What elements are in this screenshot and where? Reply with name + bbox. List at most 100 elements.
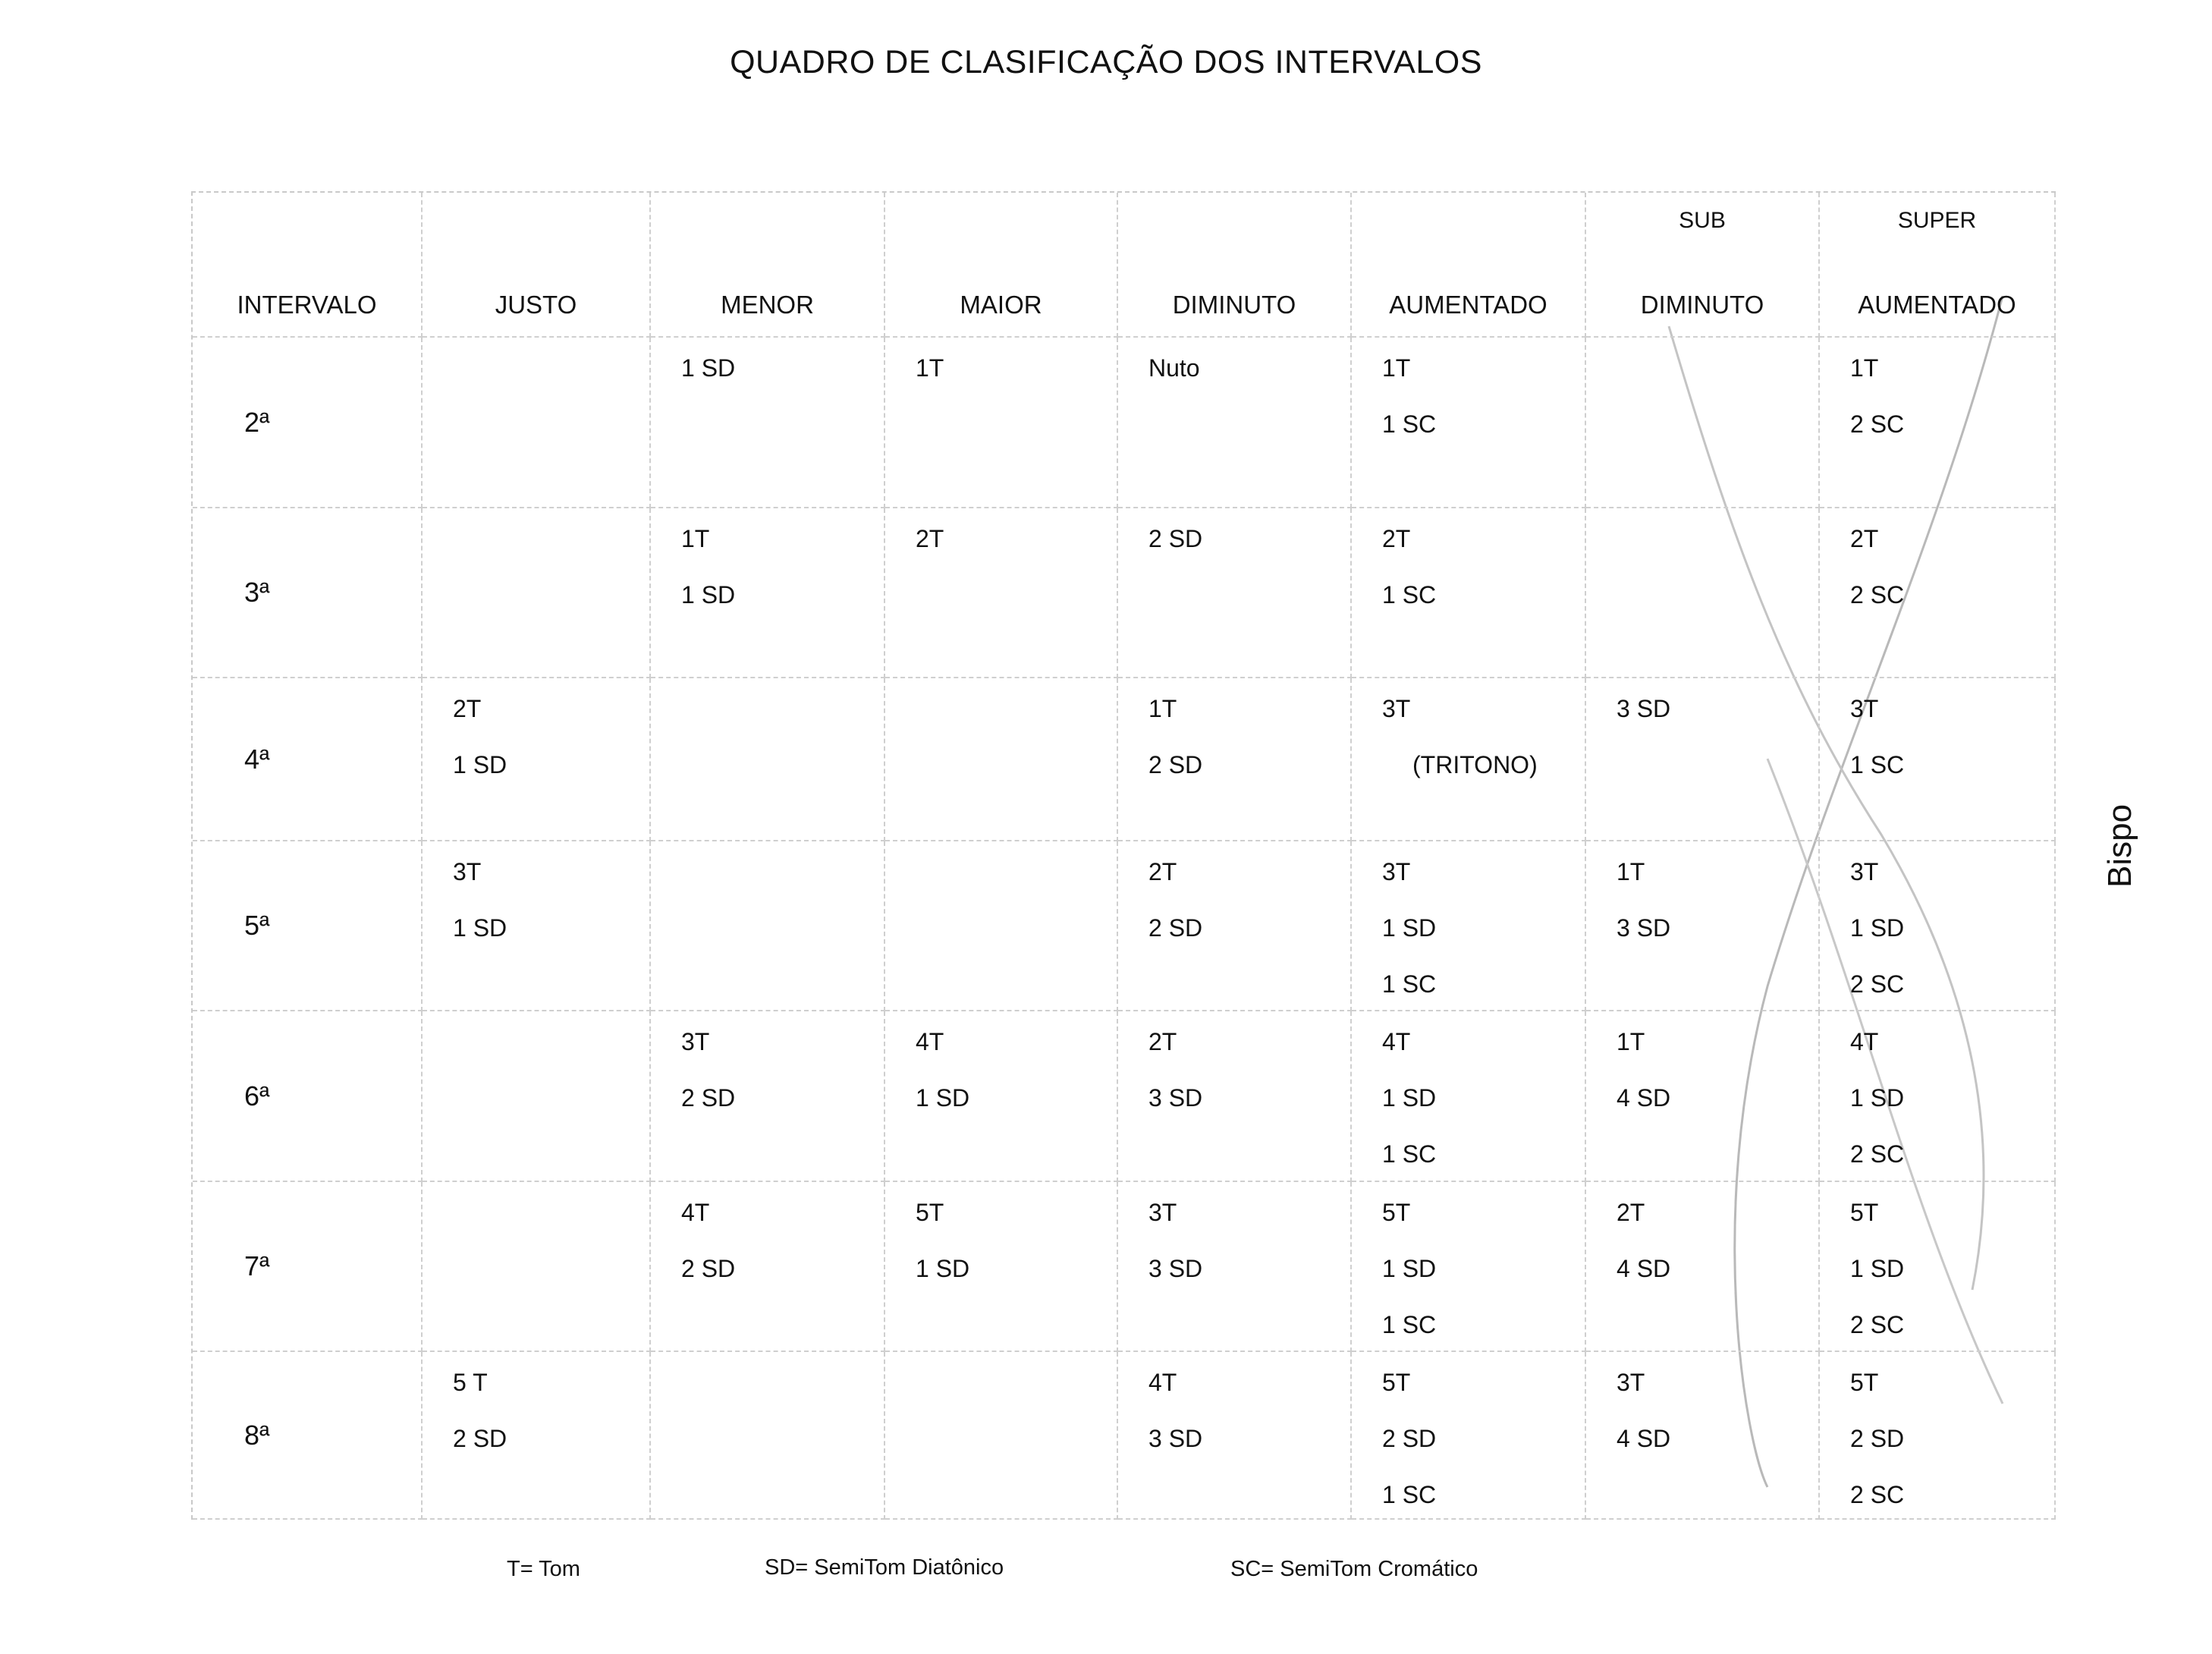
cell-value: 1 SC (1382, 581, 1437, 608)
cell-value: 3T (1382, 695, 1411, 722)
table-cell: 5 T 2 SD (423, 1352, 651, 1520)
table-cell (651, 841, 885, 1011)
column-header-label: MENOR (721, 291, 814, 319)
cell-value: 1 SD (681, 581, 736, 608)
cell-value: 1 SD (916, 1084, 970, 1112)
cell-value: 2T (1617, 1199, 1645, 1226)
cell-value: 1 SC (1850, 751, 1905, 778)
cell-value: 1T (1617, 858, 1645, 885)
cell-value: 3T (681, 1028, 710, 1055)
table-cell: Nuto (1118, 338, 1352, 508)
table-cell (423, 1011, 651, 1182)
table-cell: 5T 1 SD 2 SC (1820, 1182, 2056, 1352)
cell-value: 1 SC (1382, 410, 1437, 438)
table-cell (1586, 338, 1820, 508)
table-cell: 3T 1 SD 2 SC (1820, 841, 2056, 1011)
cell-value: 1 SD (453, 751, 507, 778)
table-cell: 1T 2 SD (1118, 678, 1352, 841)
table-cell: 2T 1 SD (423, 678, 651, 841)
cell-value: 4T (1382, 1028, 1411, 1055)
table-cell: 2T 2 SD (1118, 841, 1352, 1011)
table-cell: 2T 4 SD (1586, 1182, 1820, 1352)
legend-tom: T= Tom (507, 1557, 580, 1581)
cell-value: 3 SD (1148, 1084, 1203, 1112)
table-cell: 1T 1 SC (1352, 338, 1586, 508)
cell-value: 1 SC (1382, 1311, 1437, 1338)
cell-value: 3T (1850, 858, 1879, 885)
column-header-label: INTERVALO (237, 291, 377, 319)
cell-value: 2T (1850, 525, 1879, 552)
table-cell: 4T 1 SD (885, 1011, 1118, 1182)
cell-value: 2 SC (1850, 1481, 1905, 1508)
cell-value: 1 SC (1382, 1140, 1437, 1168)
cell-value: 1 SD (1850, 1255, 1905, 1282)
cell-value: 4T (681, 1199, 710, 1226)
cell-value: 1 SC (1382, 970, 1437, 998)
cell-value: 3 SD (1148, 1255, 1203, 1282)
table-cell (885, 841, 1118, 1011)
row-interval-label: 3ª (193, 508, 423, 678)
cell-value: 1 SD (681, 354, 736, 382)
table-cell: 4T 2 SD (651, 1182, 885, 1352)
cell-value: 5T (916, 1199, 944, 1226)
column-header: MENOR (651, 193, 885, 338)
cell-value: 5T (1382, 1369, 1411, 1396)
cell-value: 2T (1148, 858, 1177, 885)
cell-value: 5T (1382, 1199, 1411, 1226)
cell-value: 3T (1617, 1369, 1645, 1396)
cell-value: 1T (1148, 695, 1177, 722)
column-header-label: AUMENTADO (1858, 291, 2016, 319)
cell-value: 3T (453, 858, 482, 885)
cell-value: 1 SD (1850, 1084, 1905, 1112)
table-cell: 5T 1 SD 1 SC (1352, 1182, 1586, 1352)
table-cell (651, 678, 885, 841)
table-cell (423, 508, 651, 678)
table-cell: 1 SD (651, 338, 885, 508)
table-cell (885, 678, 1118, 841)
cell-value: 2 SD (453, 1425, 507, 1452)
table-cell: 5T 2 SD 2 SC (1820, 1352, 2056, 1520)
column-header: INTERVALO (193, 193, 423, 338)
cell-value: 1T (681, 525, 710, 552)
table-cell: 1T 2 SC (1820, 338, 2056, 508)
cell-value: 4 SD (1617, 1425, 1671, 1452)
table-cell: 2T (885, 508, 1118, 678)
table-cell: 5T 1 SD (885, 1182, 1118, 1352)
table-cell: 2T 1 SC (1352, 508, 1586, 678)
cell-value: 1 SC (1382, 1481, 1437, 1508)
table-cell: 1T 1 SD (651, 508, 885, 678)
table-cell (651, 1352, 885, 1520)
cell-value: 1T (1382, 354, 1411, 382)
cell-value: 2 SD (1148, 914, 1203, 942)
cell-value: 2T (453, 695, 482, 722)
cell-value: 2 SD (1148, 751, 1203, 778)
table-cell: 4T 3 SD (1118, 1352, 1352, 1520)
column-header: AUMENTADO (1352, 193, 1586, 338)
cell-value: 2 SC (1850, 581, 1905, 608)
cell-value: 1T (1850, 354, 1879, 382)
table-cell: 2T 2 SC (1820, 508, 2056, 678)
title-text: QUADRO DE CLASIFICAÇÃO DOS INTERVALOS (730, 44, 1482, 80)
row-interval-label: 7ª (193, 1182, 423, 1352)
column-header: SUPER AUMENTADO (1820, 193, 2056, 338)
column-header-label: JUSTO (495, 291, 577, 319)
column-header-label: MAIOR (960, 291, 1042, 319)
cell-value: Nuto (1148, 354, 1200, 382)
row-interval-label: 5ª (193, 841, 423, 1011)
cell-value: 2T (916, 525, 944, 552)
table-cell: 2 SD (1118, 508, 1352, 678)
cell-value: 2T (1148, 1028, 1177, 1055)
cell-value: 1 SD (1850, 914, 1905, 942)
column-header-label: AUMENTADO (1389, 291, 1547, 319)
column-header: SUB DIMINUTO (1586, 193, 1820, 338)
table-cell: 1T (885, 338, 1118, 508)
table-cell (423, 338, 651, 508)
cell-value: 5T (1850, 1199, 1879, 1226)
row-interval-label: 8ª (193, 1352, 423, 1520)
table-cell (423, 1182, 651, 1352)
cell-value: 3 SD (1148, 1425, 1203, 1452)
table-cell: 4T 1 SD 1 SC (1352, 1011, 1586, 1182)
table-cell: 3T 3 SD (1118, 1182, 1352, 1352)
cell-value: 2 SC (1850, 1140, 1905, 1168)
cell-value: 2 SD (681, 1084, 736, 1112)
